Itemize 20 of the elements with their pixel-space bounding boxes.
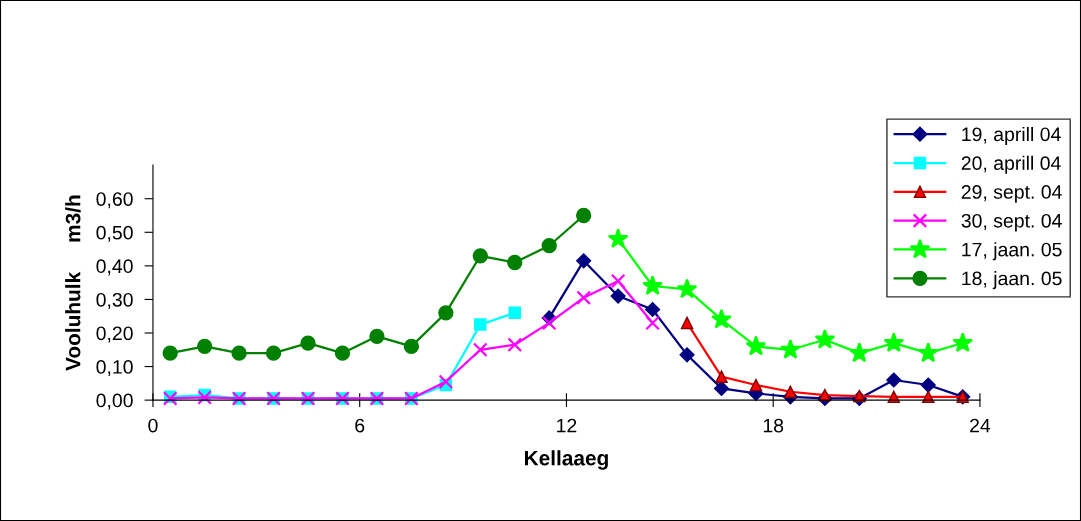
y-tick-label: 0,30 <box>96 292 133 309</box>
legend-label: 19, aprill 04 <box>962 126 1061 146</box>
x-tick-label: 12 <box>557 418 577 433</box>
x-tick-label: 6 <box>355 418 365 433</box>
y-tick-label: 0,20 <box>96 326 133 343</box>
legend-label: 29, sept. 04 <box>961 185 1062 203</box>
y-tick-label: 0,60 <box>96 192 133 209</box>
y-tick-label: 0,50 <box>96 225 133 242</box>
x-tick-label: 0 <box>148 418 158 433</box>
y-tick-label: 0,40 <box>96 259 133 276</box>
x-axis-title: Kellaaeg <box>524 450 608 470</box>
legend-label: 30, sept. 04 <box>961 213 1062 232</box>
legend-label: 18, jaan. 05 <box>962 271 1062 290</box>
legend-label: 20, aprill 04 <box>961 155 1061 174</box>
x-tick-label: 18 <box>763 418 784 433</box>
y-axis-title: Vooluhulk m3/h <box>65 195 81 371</box>
legend-label: 17, jaan. 05 <box>962 242 1062 261</box>
y-tick-label: 0,00 <box>96 393 133 410</box>
x-tick-label: 24 <box>970 418 991 433</box>
y-tick-label: 0,10 <box>96 360 133 377</box>
